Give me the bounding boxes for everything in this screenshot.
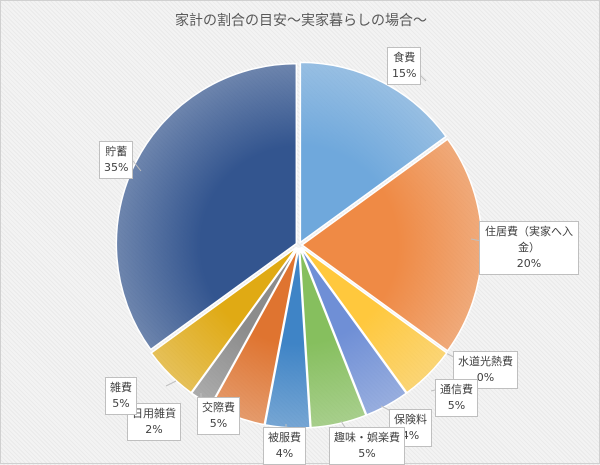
data-label: 食費 15% <box>387 47 422 85</box>
leader-line <box>165 380 177 387</box>
pie-slice-4 <box>299 247 408 416</box>
data-label-value: 20% <box>516 257 542 270</box>
data-label-value: 5% <box>358 447 376 460</box>
data-label: 趣味・娯楽費 5% <box>329 427 405 465</box>
data-label: 住居費（実家へ入金） 20% <box>479 221 579 275</box>
data-label-value: 0% <box>476 371 495 384</box>
data-label: 貯蓄 35% <box>99 141 134 179</box>
data-label-value: 5% <box>112 397 130 410</box>
data-label-category: 食費 <box>393 51 416 64</box>
data-label-category: 水道光熱費 <box>458 355 513 368</box>
data-label-value: 5% <box>447 399 466 412</box>
pie-slice-0 <box>299 61 448 244</box>
data-label-category: 日用雑貨 <box>132 407 176 420</box>
chart-title: 家計の割合の目安〜実家暮らしの場合〜 <box>175 13 427 29</box>
data-label-category: 通信費 <box>440 383 473 396</box>
data-label-category: 保険料 <box>394 413 427 426</box>
data-label-category: 貯蓄 <box>105 145 128 158</box>
leader-line <box>132 160 142 172</box>
data-label-value: 35% <box>104 161 129 174</box>
pie-slice-10 <box>115 62 298 351</box>
data-label-value: 4% <box>275 447 294 460</box>
data-label-value: 15% <box>392 67 417 80</box>
data-label-value: 4% <box>401 429 420 442</box>
data-label-category: 住居費（実家へ入金） <box>485 225 573 254</box>
data-label: 雑費 5% <box>105 377 137 415</box>
pie-slice-5 <box>298 247 367 429</box>
data-label: 交際費 5% <box>197 397 240 435</box>
data-label-category: 交際費 <box>202 401 235 414</box>
pie-slice-3 <box>300 246 448 394</box>
data-label-category: 被服費 <box>268 431 301 444</box>
data-label: 被服費 4% <box>263 427 306 465</box>
data-label-value: 2% <box>145 423 163 436</box>
data-label-category: 雑費 <box>110 381 132 394</box>
data-label: 通信費 5% <box>435 379 478 417</box>
pie-slice-9 <box>150 246 298 394</box>
data-label-category: 趣味・娯楽費 <box>334 431 400 444</box>
data-label-value: 5% <box>209 417 228 430</box>
